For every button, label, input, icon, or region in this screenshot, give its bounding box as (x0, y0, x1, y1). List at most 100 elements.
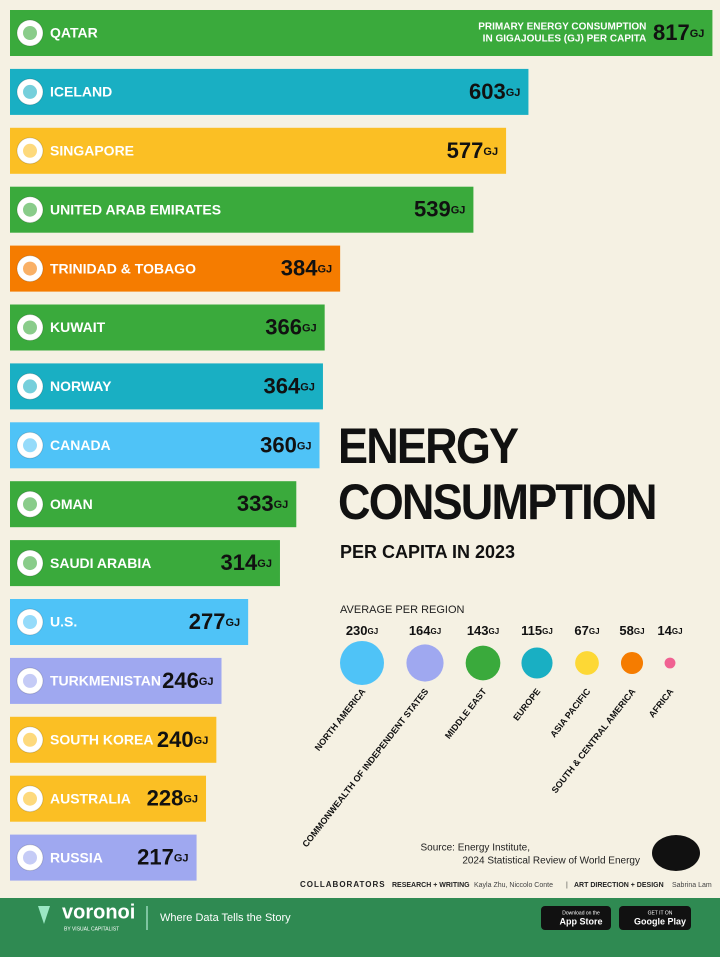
category-label: TURKMENISTAN (50, 673, 161, 689)
value-label: 67GJ (574, 623, 599, 638)
bubble-title: AVERAGE PER REGION (340, 604, 465, 616)
flag-icon (23, 438, 37, 453)
chart-subtitle: PER CAPITA IN 2023 (340, 542, 516, 562)
value-label: 366GJ (265, 314, 316, 339)
category-label: UNITED ARAB EMIRATES (50, 201, 221, 217)
bar (10, 245, 341, 292)
category-label: EUROPE (511, 687, 542, 723)
bar (10, 657, 222, 704)
credits-role: ART DIRECTION + DESIGN (574, 882, 664, 889)
value-unit: GJ (317, 264, 332, 276)
category-label: QATAR (50, 25, 98, 41)
value-unit: GJ (302, 322, 317, 334)
value-unit: GJ (368, 627, 379, 636)
value-unit: GJ (542, 627, 553, 636)
tagline: Where Data Tells the Story (160, 912, 291, 924)
value-number: 67 (574, 623, 588, 638)
value-label: 277GJ (189, 609, 240, 634)
value-number: 240 (157, 727, 194, 752)
category-label: CANADA (50, 437, 111, 453)
header-note: IN GIGAJOULES (GJ) PER CAPITA (483, 34, 647, 45)
category-label: OMAN (50, 496, 93, 512)
value-label: 228GJ (147, 786, 198, 811)
value-unit: GJ (506, 87, 521, 99)
credits-role: RESEARCH + WRITING (392, 882, 470, 889)
category-label: ICELAND (50, 84, 112, 100)
value-number: 164 (409, 623, 431, 638)
value-number: 314 (221, 550, 258, 575)
flag-icon (23, 320, 37, 335)
flag-icon (23, 379, 37, 394)
value-label: 539GJ (414, 197, 465, 222)
value-label: 314GJ (221, 550, 272, 575)
bubble (340, 641, 384, 685)
value-label: 164GJ (409, 623, 441, 638)
bar (10, 716, 217, 763)
value-number: 333 (237, 491, 274, 516)
category-label: SOUTH KOREA (50, 732, 153, 748)
value-label: 115GJ (521, 623, 553, 638)
value-unit: GJ (174, 853, 189, 865)
credits-names: Sabrina Lam (672, 882, 712, 889)
category-label: NORTH AMERICA (313, 686, 368, 753)
bar (10, 304, 325, 351)
value-number: 277 (189, 609, 226, 634)
header-note: PRIMARY ENERGY CONSUMPTION (478, 22, 646, 33)
value-number: 360 (260, 432, 297, 457)
category-label: MIDDLE EAST (443, 686, 489, 741)
value-number: 143 (467, 623, 489, 638)
value-unit: GJ (257, 558, 272, 570)
flag-icon (23, 732, 37, 747)
badge-text: App Store (559, 916, 602, 926)
bar (10, 127, 507, 174)
category-label: AFRICA (647, 686, 676, 719)
value-unit: GJ (483, 146, 498, 158)
value-unit: GJ (225, 617, 240, 629)
google-play-badge[interactable] (619, 906, 691, 930)
flag-icon (23, 202, 37, 217)
value-unit: GJ (451, 205, 466, 217)
category-label: NORWAY (50, 378, 112, 394)
separator: | (566, 882, 568, 889)
flag-icon (23, 791, 37, 806)
value-unit: GJ (183, 794, 198, 806)
category-label: AUSTRALIA (50, 790, 131, 806)
value-unit: GJ (589, 627, 600, 636)
value-number: 14 (657, 623, 672, 638)
bar (10, 481, 297, 528)
category-label: SAUDI ARABIA (50, 555, 151, 571)
flag-icon (23, 673, 37, 688)
value-label: 246GJ (162, 668, 213, 693)
bubble (406, 644, 444, 682)
bar (10, 540, 280, 587)
bubble (521, 647, 553, 679)
flag-icon (23, 261, 37, 276)
flag-icon (23, 84, 37, 99)
value-label: 817GJ (653, 20, 704, 45)
value-label: 603GJ (469, 79, 520, 104)
value-label: 364GJ (264, 373, 315, 398)
bar (10, 422, 320, 469)
value-unit: GJ (431, 627, 442, 636)
flag-icon (23, 615, 37, 629)
flag-icon (23, 497, 37, 512)
source: Source: Energy Institute, (420, 843, 530, 854)
category-label: SINGAPORE (50, 143, 134, 159)
value-label: 217GJ (137, 844, 188, 869)
value-number: 603 (469, 79, 506, 104)
brand: voronoi (62, 901, 135, 923)
value-label: 360GJ (260, 432, 311, 457)
value-number: 58 (619, 623, 633, 638)
value-label: 58GJ (619, 623, 644, 638)
value-number: 366 (265, 314, 302, 339)
value-label: 384GJ (281, 255, 332, 280)
value-number: 115 (521, 623, 542, 638)
category-label: SOUTH & CENTRAL AMERICA (550, 686, 638, 795)
flag-icon (23, 26, 37, 40)
category-label: RUSSIA (50, 849, 103, 865)
app-store-badge[interactable] (541, 906, 611, 930)
value-number: 230 (346, 623, 368, 638)
value-unit: GJ (634, 627, 645, 636)
bubble (465, 645, 501, 681)
